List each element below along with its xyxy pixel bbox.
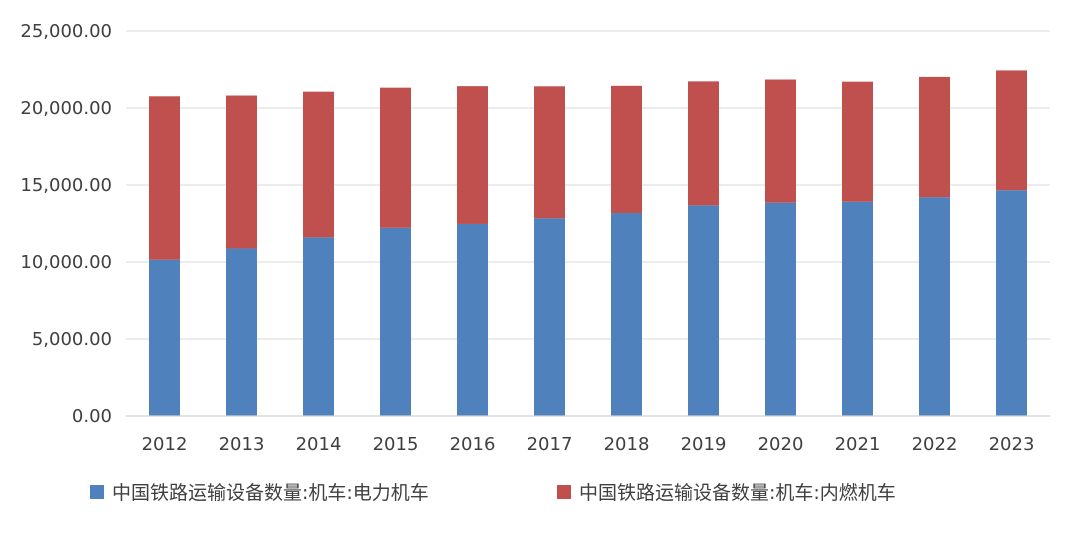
x-tick-label: 2020: [758, 434, 804, 455]
y-tick-label: 25,000.00: [20, 21, 112, 42]
y-tick-label: 0.00: [72, 406, 112, 427]
x-tick-label: 2016: [450, 434, 496, 455]
grid-lines: [126, 30, 1050, 340]
bar-2022-electric: [919, 197, 950, 416]
x-tick-label: 2013: [219, 434, 265, 455]
x-tick-label: 2018: [604, 434, 650, 455]
bar-2018-electric: [611, 213, 642, 416]
legend-item-diesel: 中国铁路运输设备数量:机车:内燃机车: [557, 478, 896, 505]
x-tick-label: 2017: [527, 434, 573, 455]
y-tick-label: 15,000.00: [20, 175, 112, 196]
bar-2018-diesel: [611, 85, 642, 214]
legend-label-electric: 中国铁路运输设备数量:机车:电力机车: [112, 482, 429, 504]
y-tick-label: 20,000.00: [20, 98, 112, 119]
legend-item-electric: 中国铁路运输设备数量:机车:电力机车: [90, 478, 429, 505]
y-tick-label: 10,000.00: [20, 252, 112, 273]
legend-swatch-diesel: [557, 484, 571, 499]
y-axis-tick-labels: 0.00 5,000.00 10,000.00 15,000.00 20,000.00 2…: [20, 21, 112, 427]
x-axis-tick-labels: 2012 2013 2014 2015 2016 2017 2018 2019 2020 2021…: [142, 434, 1035, 455]
y-tick-label: 5,000.00: [32, 329, 112, 350]
bar-2017-electric: [534, 218, 565, 416]
legend-label-diesel: 中国铁路运输设备数量:机车:内燃机车: [579, 482, 896, 504]
bar-2023-electric: [996, 190, 1027, 416]
bar-2012-electric: [149, 259, 180, 416]
bars: [149, 70, 1027, 416]
bar-2019-electric: [688, 205, 719, 416]
bar-2016-diesel: [457, 86, 488, 224]
bar-2012-diesel: [149, 96, 180, 260]
bar-2016-electric: [457, 223, 488, 416]
bar-2020-diesel: [765, 79, 796, 203]
bar-2014-electric: [303, 237, 334, 416]
bar-2013-electric: [226, 248, 257, 416]
bar-2020-electric: [765, 202, 796, 416]
legend-swatch-electric: [90, 484, 104, 499]
bar-2023-diesel: [996, 70, 1027, 191]
x-tick-label: 2019: [681, 434, 727, 455]
bar-2014-diesel: [303, 91, 334, 238]
bar-2021-diesel: [842, 81, 873, 202]
bar-2015-diesel: [380, 87, 411, 228]
bar-2015-electric: [380, 227, 411, 416]
x-tick-label: 2014: [296, 434, 342, 455]
bar-2013-diesel: [226, 95, 257, 249]
x-tick-label: 2015: [373, 434, 419, 455]
x-tick-label: 2023: [989, 434, 1035, 455]
bar-2017-diesel: [534, 86, 565, 219]
bar-2019-diesel: [688, 81, 719, 206]
bar-2022-diesel: [919, 76, 950, 198]
x-tick-label: 2021: [835, 434, 881, 455]
x-tick-label: 2012: [142, 434, 188, 455]
x-tick-label: 2022: [912, 434, 958, 455]
bar-2021-electric: [842, 201, 873, 416]
